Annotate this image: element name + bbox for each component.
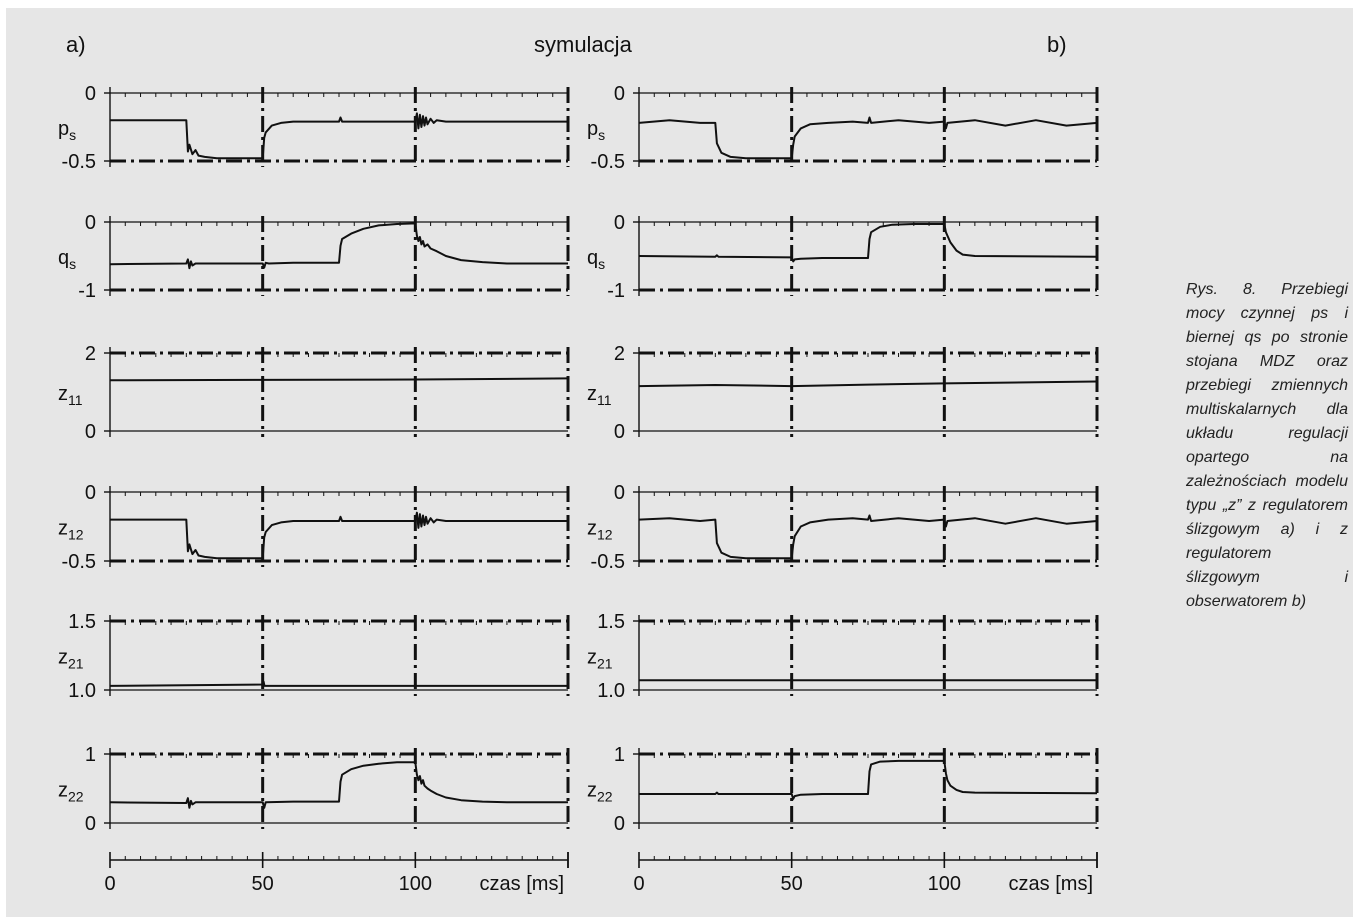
- panel-a-ps-trace: [110, 112, 568, 160]
- panel-b-z21-ytick-label-bottom: 1.0: [597, 680, 625, 702]
- panel-a-z22-trace: [109, 761, 568, 809]
- panel-b-z22-trace: [639, 759, 1098, 800]
- panel-b-z12-trace: [638, 514, 1098, 560]
- plot-area: 0-0.5ps0-1qs20z110-0.5z121.51.0z2110z220…: [58, 83, 1099, 895]
- panel-a-time-axis-label: czas [ms]: [480, 873, 564, 895]
- panel-b-qs-ytick-label-top: 0: [614, 212, 625, 234]
- panel-a-ps-ytick-label-bottom: -0.5: [62, 151, 96, 173]
- panel-b-z22-row-label: z22: [587, 780, 613, 805]
- panel-b-z12-ytick-label-top: 0: [614, 482, 625, 504]
- panel-a-z12-trace: [110, 511, 568, 560]
- figure-caption: Rys. 8. Przebiegi mocy czynnej ps i bier…: [1186, 281, 1348, 610]
- panel-b-time-tick-label: 0: [633, 873, 644, 895]
- panel-b-z11-ytick-label-top: 2: [614, 343, 625, 365]
- panel-b-qs-row-label: qs: [587, 247, 605, 272]
- panel-a-qs-ytick-label-bottom: -1: [78, 280, 96, 302]
- panel-a-time-tick-label: 50: [252, 873, 274, 895]
- panel-a-z21-trace: [109, 680, 568, 687]
- figure-panel: a) symulacja b) 0 -0.5 ps 0 -1 qs 2 0 z11 0 -0.5 z1…: [6, 8, 1353, 917]
- panel-b-ps-row-label: ps: [587, 118, 605, 143]
- panel-a-z22-row-label: z22: [58, 780, 84, 805]
- panel-a-z12-ytick-label-bottom: -0.5: [62, 551, 96, 573]
- panel-a-ps-ytick-label-top: 0: [85, 83, 96, 105]
- panel-b-z22-ytick-label-top: 1: [614, 744, 625, 766]
- panel-a-z12-row-label: z12: [58, 518, 84, 543]
- panel-a-z21-ytick-label-bottom: 1.0: [68, 680, 96, 702]
- panel-a-qs-row-label: qs: [58, 247, 76, 272]
- panel-b-z21-ytick-label-top: 1.5: [597, 611, 625, 633]
- panel-a-time-tick-label: 100: [399, 873, 432, 895]
- panel-b-time-tick-label: 100: [928, 873, 961, 895]
- figure-title: symulacja: [534, 32, 632, 57]
- panel-b-time-tick-label: 50: [781, 873, 803, 895]
- panel-b-z22-ytick-label-bottom: 0: [614, 813, 625, 835]
- panel-b-ps-ytick-label-top: 0: [614, 83, 625, 105]
- panel-a-z22-ytick-label-bottom: 0: [85, 813, 96, 835]
- panel-b-qs-ytick-label-bottom: -1: [607, 280, 625, 302]
- panel-a-z11-ytick-label-bottom: 0: [85, 421, 96, 443]
- panel-a-z11-ytick-label-top: 2: [85, 343, 96, 365]
- panel-b-z12-ytick-label-bottom: -0.5: [591, 551, 625, 573]
- panel-a-z22-ytick-label-top: 1: [85, 744, 96, 766]
- panel-b-label: b): [1047, 32, 1067, 57]
- panel-a-z11-row-label: z11: [58, 383, 83, 408]
- panel-b-qs-trace: [638, 223, 1098, 263]
- panel-a-label: a): [66, 32, 86, 57]
- panel-a-z11-trace: [109, 377, 569, 382]
- panel-b-z11-trace: [638, 380, 1098, 388]
- panel-a-qs-trace: [109, 222, 568, 270]
- panel-a-ps-row-label: ps: [58, 118, 76, 143]
- panel-a-qs-ytick-label-top: 0: [85, 212, 96, 234]
- panel-a-z21-row-label: z21: [58, 647, 84, 672]
- panel-b-z12-row-label: z12: [587, 518, 613, 543]
- panel-b-z11-row-label: z11: [587, 383, 612, 408]
- panel-a-z12-ytick-label-top: 0: [85, 482, 96, 504]
- panel-b-time-axis-label: czas [ms]: [1009, 873, 1093, 895]
- panel-a-z21-ytick-label-top: 1.5: [68, 611, 96, 633]
- panel-b-z21-row-label: z21: [587, 647, 613, 672]
- panel-b-z11-ytick-label-bottom: 0: [614, 421, 625, 443]
- panel-b-ps-trace: [638, 116, 1098, 160]
- panel-a-time-tick-label: 0: [104, 873, 115, 895]
- panel-b-ps-ytick-label-bottom: -0.5: [591, 151, 625, 173]
